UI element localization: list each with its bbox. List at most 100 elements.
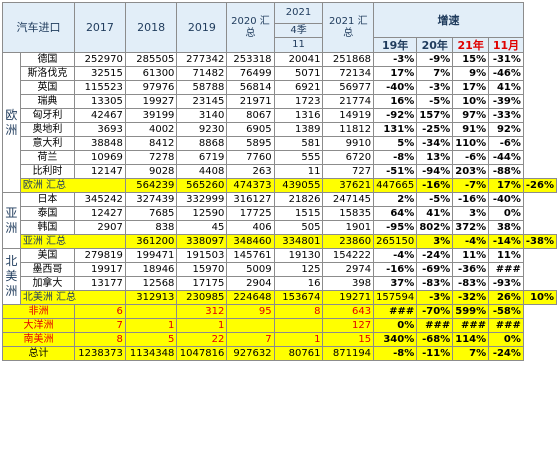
value-cell: 285505: [124, 52, 178, 67]
value-cell: 7278: [124, 150, 178, 165]
value-cell: 3693: [74, 122, 126, 137]
value-cell: 154222: [322, 248, 375, 263]
value-cell: 1389: [273, 122, 324, 137]
growth-cell: -33%: [488, 108, 524, 123]
value-cell: 56977: [322, 80, 375, 95]
header-2021: 2021: [273, 2, 324, 24]
growth-cell: -4%: [373, 248, 418, 263]
value-cell: 21971: [226, 94, 275, 109]
value-cell: 5071: [273, 66, 324, 81]
table-row: 匈牙利 42467 39199 3140 8067 1316 14919 -92% 157% 97…: [3, 108, 557, 123]
growth-cell: 9%: [452, 66, 490, 81]
value-cell: 8: [74, 332, 126, 347]
value-cell: 23860: [322, 234, 375, 249]
growth-cell: 0%: [488, 332, 524, 347]
value-cell: 9910: [322, 136, 375, 151]
growth-cell: -58%: [488, 304, 524, 319]
value-cell: 21826: [273, 192, 324, 207]
growth-cell: 340%: [373, 332, 418, 347]
table-row: 奥地利 3693 4002 9230 6905 1389 11812 131% -25% 91% 9…: [3, 122, 557, 137]
growth-cell: -4%: [452, 234, 490, 249]
growth-cell: 92%: [488, 122, 524, 137]
table-row: 墨西哥 19917 18946 15970 5009 125 2974 -16% -69% -36…: [3, 262, 557, 277]
value-cell: 72134: [322, 66, 375, 81]
row-name: 意大利: [19, 136, 76, 151]
value-cell: 871194: [322, 346, 375, 361]
growth-cell: -34%: [416, 136, 454, 151]
growth-cell: -92%: [373, 108, 418, 123]
growth-cell: -32%: [452, 290, 490, 305]
growth-cell: 802%: [416, 220, 454, 235]
growth-cell: -11%: [416, 346, 454, 361]
value-cell: 327439: [124, 192, 178, 207]
value-cell: 37621: [322, 178, 375, 193]
growth-cell: 37%: [373, 276, 418, 291]
growth-cell: 64%: [373, 206, 418, 221]
value-cell: 12590: [176, 206, 228, 221]
growth-cell: -8%: [373, 150, 418, 165]
growth-cell: 157%: [416, 108, 454, 123]
value-cell: 8067: [226, 108, 275, 123]
growth-cell: -7%: [452, 178, 490, 193]
growth-cell: -24%: [488, 346, 524, 361]
growth-cell: 16%: [373, 94, 418, 109]
header-2020-total: 2020 汇总: [226, 2, 275, 53]
row-name: 北美洲 汇总: [19, 290, 126, 305]
growth-cell: 599%: [452, 304, 490, 319]
value-cell: 252970: [74, 52, 126, 67]
value-cell: 224648: [226, 290, 275, 305]
growth-cell: -38%: [522, 234, 557, 249]
value-cell: 97976: [124, 80, 178, 95]
table-row: 加拿大 13177 12568 17175 2904 16 398 37% -83% -83% -9…: [3, 276, 557, 291]
growth-cell: -46%: [488, 66, 524, 81]
value-cell: 32515: [74, 66, 126, 81]
growth-cell: -6%: [452, 150, 490, 165]
growth-cell: 114%: [452, 332, 490, 347]
growth-cell: ###: [488, 318, 524, 333]
header-growth: 增速: [373, 2, 524, 38]
value-cell: 15970: [176, 262, 228, 277]
header-2021-total: 2021 汇总: [322, 2, 375, 53]
value-cell: 1: [273, 332, 324, 347]
growth-cell: 17%: [373, 66, 418, 81]
value-cell: 312: [176, 304, 228, 319]
value-cell: 23145: [176, 94, 228, 109]
value-cell: 56814: [226, 80, 275, 95]
region-label: 亚洲: [2, 192, 21, 249]
value-cell: 263: [226, 164, 275, 179]
header-growth-21: 21年: [452, 37, 490, 53]
value-cell: 12427: [74, 206, 126, 221]
table-body: 欧洲 德国 252970 285505 277342 253318 20041 251868-…: [1, 52, 557, 361]
growth-cell: -8%: [373, 346, 418, 361]
value-cell: 19927: [124, 94, 178, 109]
growth-cell: -93%: [488, 276, 524, 291]
value-cell: 191503: [176, 248, 228, 263]
value-cell: [273, 318, 324, 333]
value-cell: 277342: [176, 52, 228, 67]
header-growth-19: 19年: [373, 37, 418, 53]
value-cell: 14919: [322, 108, 375, 123]
value-cell: 564239: [124, 178, 178, 193]
growth-cell: 372%: [452, 220, 490, 235]
growth-cell: 110%: [452, 136, 490, 151]
value-cell: 316127: [226, 192, 275, 207]
value-cell: 338097: [176, 234, 228, 249]
growth-cell: 38%: [488, 220, 524, 235]
value-cell: 80761: [273, 346, 324, 361]
table-row: 北美洲 美国 279819 199471 191503 145761 19130 154222…: [2, 248, 557, 305]
value-cell: 334801: [273, 234, 324, 249]
value-cell: 71482: [176, 66, 228, 81]
growth-cell: 0%: [488, 206, 524, 221]
value-cell: 4002: [124, 122, 178, 137]
value-cell: 6921: [273, 80, 324, 95]
table-row: 欧洲 汇总 564239 565260 474373 439055 37621 447665…: [3, 178, 557, 193]
growth-cell: -16%: [416, 178, 454, 193]
table-row: 英国 115523 97976 58788 56814 6921 56977 -40% -3% 1…: [3, 80, 557, 95]
value-cell: 10969: [74, 150, 126, 165]
growth-cell: 203%: [452, 164, 490, 179]
value-cell: 21774: [322, 94, 375, 109]
value-cell: 7760: [226, 150, 275, 165]
value-cell: 439055: [273, 178, 324, 193]
value-cell: 199471: [124, 248, 178, 263]
growth-cell: -3%: [416, 290, 454, 305]
